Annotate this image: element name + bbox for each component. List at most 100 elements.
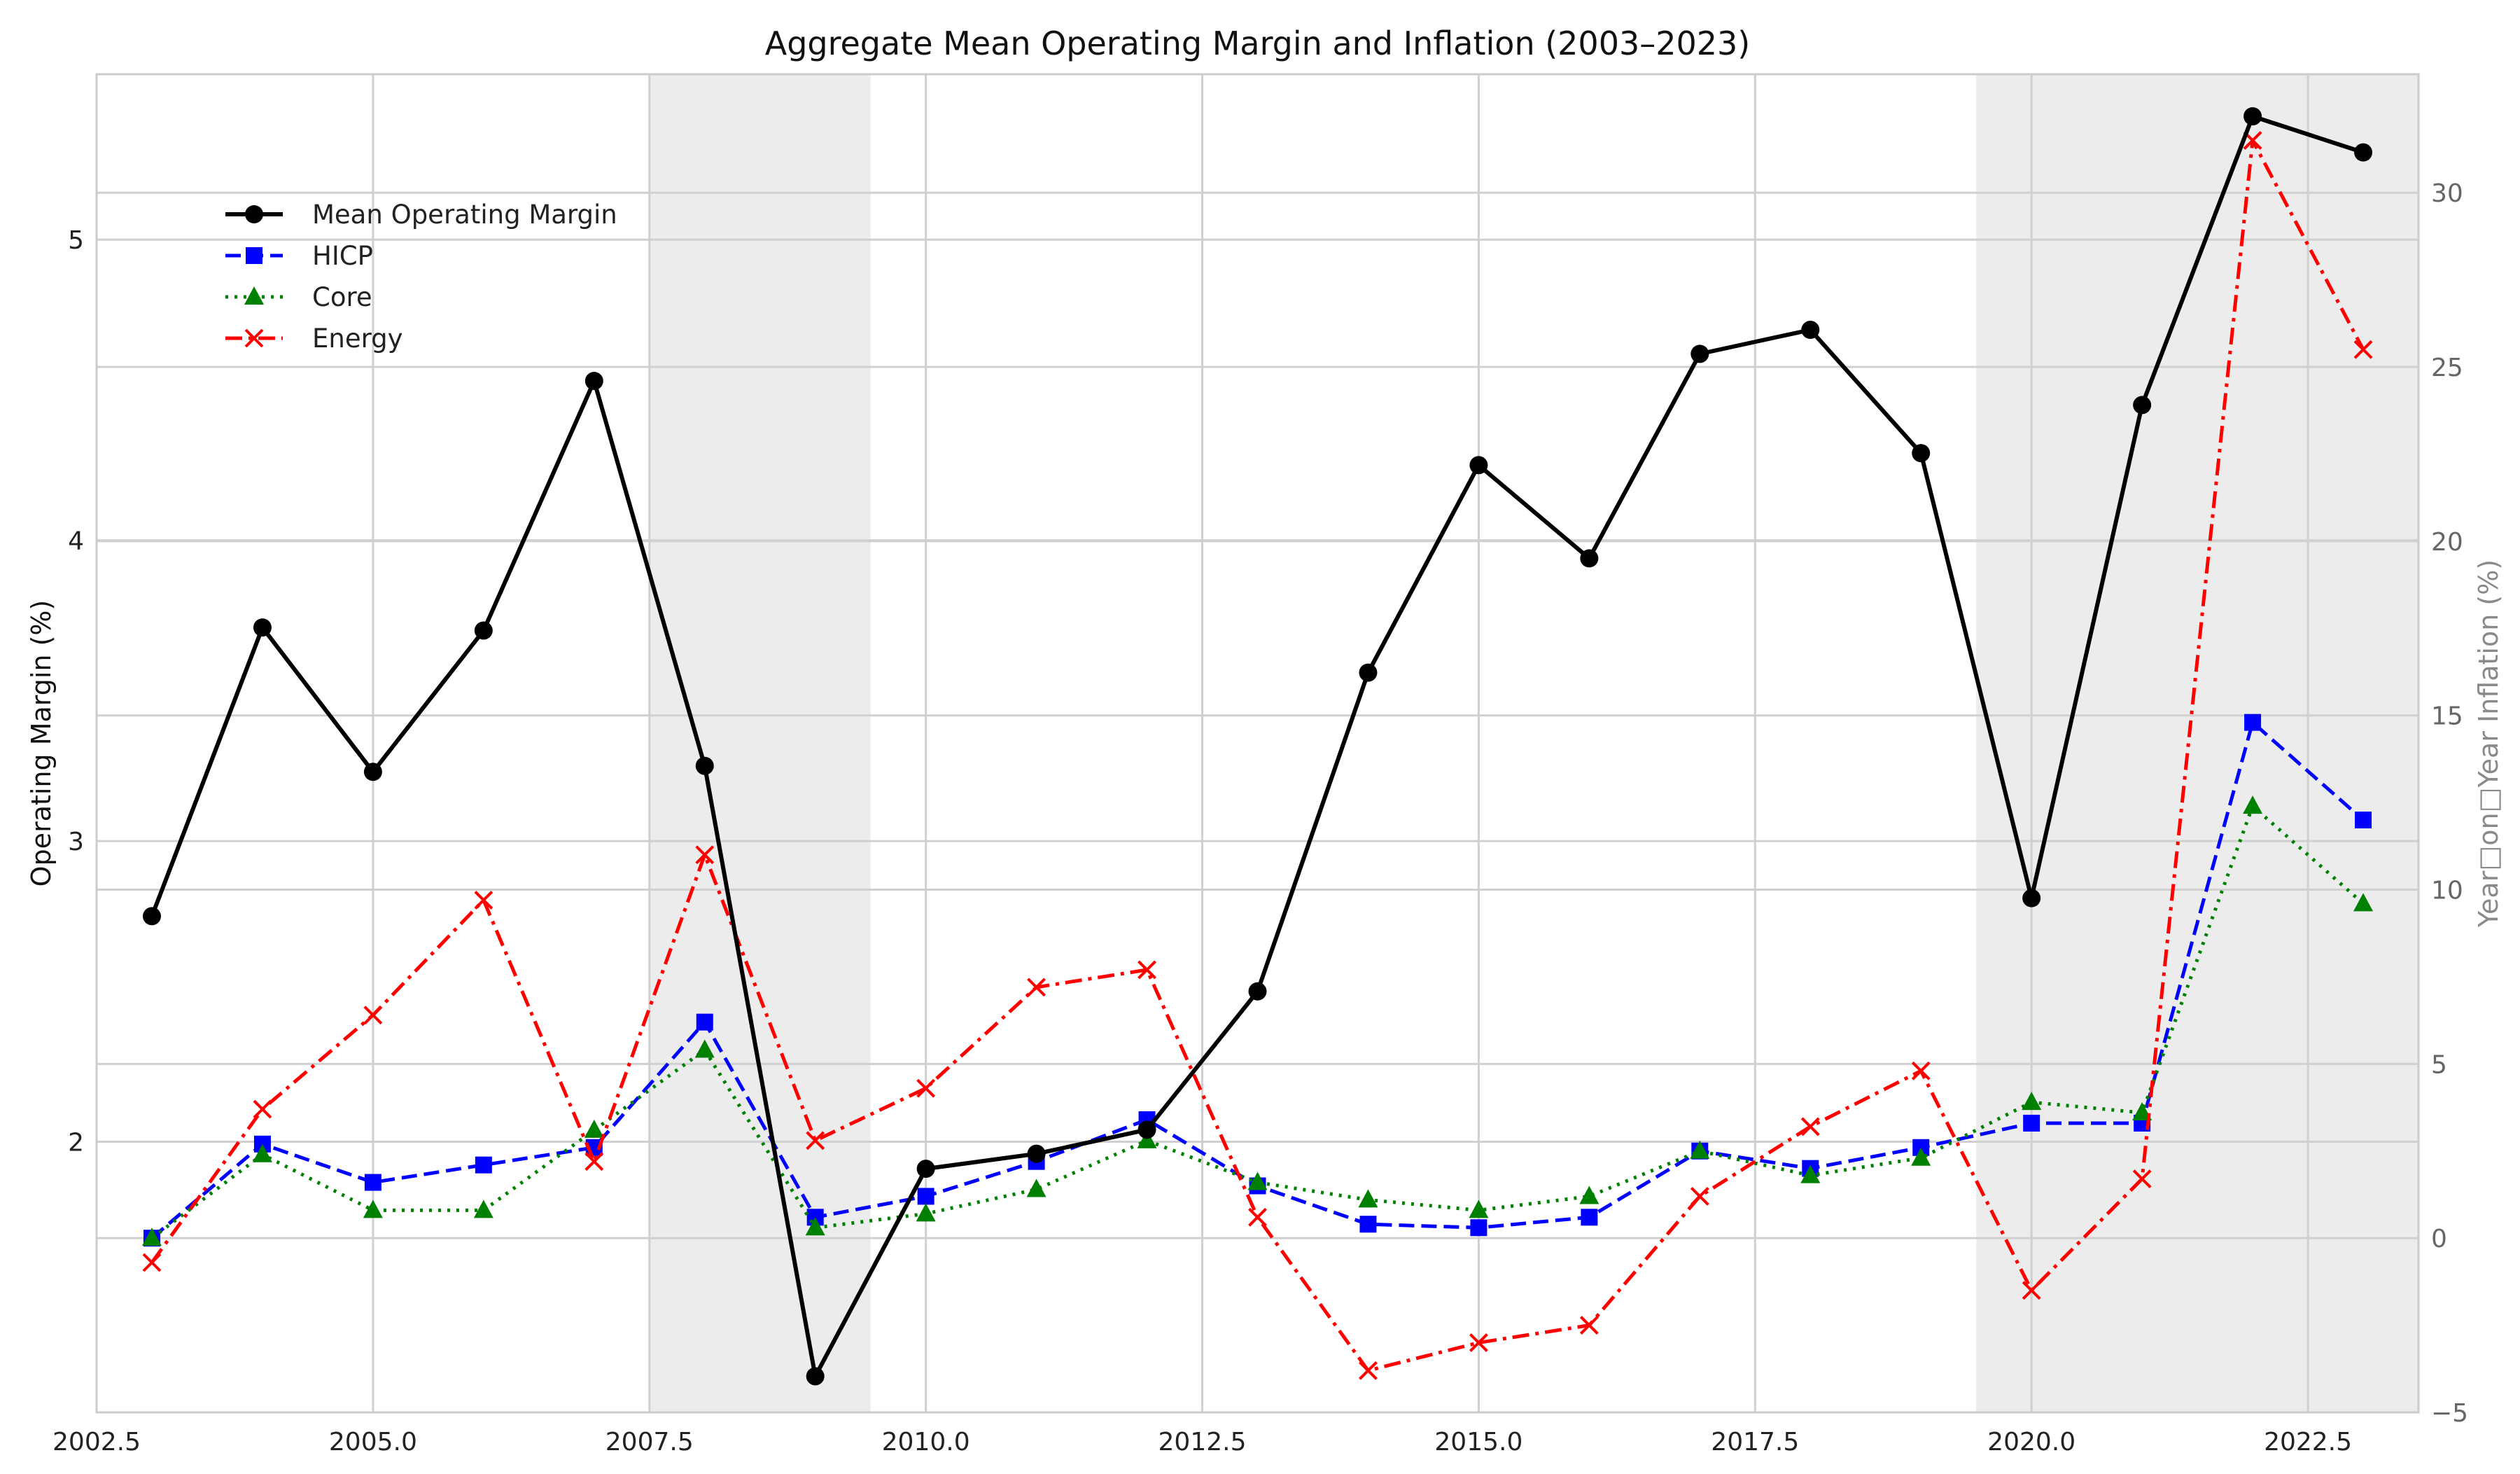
x-tick-label-2: 2007.5 [606, 1428, 694, 1456]
y-left-tick-label-2: 4 [68, 527, 84, 556]
legend-label-core: Core [312, 282, 372, 312]
point-core-2016 [1579, 1186, 1600, 1204]
point-mean-operating-margin-2014 [1359, 663, 1378, 682]
point-hicp-2014 [1359, 1216, 1377, 1233]
point-mean-operating-margin-2010 [916, 1160, 935, 1178]
point-mean-operating-margin-2008 [695, 756, 714, 775]
point-mean-operating-margin-2019 [1912, 444, 1931, 463]
shaded-period-0 [649, 74, 871, 1412]
y-left-axis-ticks: 2 3 4 5 [68, 226, 84, 1157]
point-hicp-2008 [696, 1013, 713, 1031]
point-energy-2019 [1911, 1061, 1931, 1080]
x-axis-ticks: 2002.5 2005.0 2007.5 2010.0 2012.5 2015.0 2017… [52, 1428, 2352, 1456]
point-energy-2009 [806, 1131, 825, 1150]
point-energy-2014 [1359, 1361, 1378, 1380]
series-layer [141, 107, 2374, 1386]
point-core-2019 [1911, 1147, 1931, 1166]
y-axis-right-label: Year□on□Year Inflation (%) [2473, 559, 2504, 928]
point-energy-2016 [1579, 1316, 1599, 1335]
y-right-tick-label-6: 25 [2431, 354, 2463, 382]
chart-title: Aggregate Mean Operating Margin and Infl… [765, 25, 1751, 62]
point-energy-2020 [2022, 1281, 2041, 1300]
y-right-tick-label-5: 20 [2431, 528, 2463, 557]
y-left-tick-label-1: 3 [68, 828, 84, 856]
point-mean-operating-margin-2009 [806, 1367, 825, 1386]
point-energy-2005 [363, 1006, 383, 1025]
y-right-tick-label-1: 0 [2431, 1225, 2447, 1253]
series-core [141, 795, 2374, 1246]
point-energy-2011 [1027, 978, 1046, 997]
legend-marker-hicp [246, 247, 262, 264]
point-energy-2017 [1690, 1187, 1709, 1206]
point-mean-operating-margin-2013 [1248, 982, 1267, 1001]
point-mean-operating-margin-2005 [363, 763, 382, 781]
legend-marker-mean-operating-margin [245, 205, 263, 223]
point-core-2013 [1247, 1171, 1268, 1190]
point-hicp-2006 [475, 1156, 492, 1174]
point-core-2021 [2132, 1102, 2152, 1121]
point-mean-operating-margin-2006 [474, 621, 493, 640]
point-energy-2006 [474, 891, 493, 910]
x-tick-label-3: 2010.0 [882, 1428, 970, 1456]
x-tick-label-7: 2020.0 [1987, 1428, 2076, 1456]
legend-marker-energy [244, 328, 264, 348]
point-energy-2003 [142, 1253, 162, 1272]
point-core-2015 [1469, 1200, 1489, 1218]
point-mean-operating-margin-2015 [1469, 456, 1488, 475]
x-tick-label-6: 2017.5 [1711, 1428, 1799, 1456]
point-energy-2023 [2353, 340, 2373, 359]
y-right-tick-label-0: −5 [2431, 1399, 2468, 1428]
x-tick-label-8: 2022.5 [2264, 1428, 2352, 1456]
point-energy-2012 [1138, 960, 1156, 980]
x-tick-label-1: 2005.0 [329, 1428, 417, 1456]
point-core-2018 [1800, 1164, 1821, 1183]
plot-frame [95, 73, 2420, 1414]
point-core-2003 [141, 1228, 162, 1246]
point-core-2023 [2353, 893, 2374, 912]
legend-label-energy: Energy [312, 324, 403, 354]
point-energy-2010 [916, 1078, 936, 1098]
point-mean-operating-margin-2023 [2354, 143, 2373, 162]
point-core-2022 [2243, 795, 2263, 814]
legend-label-mean-operating-margin: Mean Operating Margin [312, 200, 617, 230]
point-core-2012 [1137, 1129, 1157, 1148]
point-mean-operating-margin-2020 [2022, 889, 2041, 908]
point-energy-2018 [1800, 1117, 1820, 1136]
point-hicp-2015 [1470, 1219, 1488, 1237]
point-energy-2013 [1248, 1207, 1267, 1227]
point-mean-operating-margin-2022 [2244, 107, 2262, 126]
point-mean-operating-margin-2017 [1690, 345, 1709, 363]
point-core-2007 [584, 1119, 604, 1138]
point-mean-operating-margin-2018 [1801, 321, 1820, 340]
point-core-2004 [252, 1143, 272, 1162]
y-right-tick-label-7: 30 [2431, 179, 2463, 208]
point-hicp-2022 [2244, 714, 2262, 731]
legend: Mean Operating Margin HICP Core Energy [225, 200, 617, 354]
point-hicp-2023 [2355, 811, 2372, 828]
legend-label-hicp: HICP [312, 241, 373, 271]
y-left-tick-label-3: 5 [68, 226, 84, 255]
point-hicp-2010 [917, 1188, 934, 1205]
point-hicp-2020 [2023, 1114, 2040, 1132]
point-mean-operating-margin-2007 [584, 372, 603, 391]
point-core-2017 [1690, 1140, 1710, 1159]
series-energy [142, 131, 2373, 1380]
y-axis-left-label: Operating Margin (%) [26, 600, 57, 887]
point-energy-2015 [1469, 1333, 1488, 1352]
x-tick-label-5: 2015.0 [1434, 1428, 1522, 1456]
point-mean-operating-margin-2011 [1027, 1144, 1046, 1163]
x-tick-label-0: 2002.5 [52, 1428, 141, 1456]
point-core-2014 [1358, 1189, 1378, 1208]
point-energy-2004 [253, 1099, 272, 1119]
point-core-2005 [363, 1200, 383, 1218]
point-mean-operating-margin-2004 [253, 618, 272, 637]
x-tick-label-4: 2012.5 [1158, 1428, 1247, 1456]
point-mean-operating-margin-2021 [2133, 396, 2152, 415]
point-energy-2008 [695, 845, 715, 865]
point-core-2008 [694, 1039, 715, 1058]
point-core-2020 [2022, 1092, 2042, 1111]
point-core-2010 [916, 1203, 936, 1222]
shaded-periods [649, 74, 2418, 1412]
